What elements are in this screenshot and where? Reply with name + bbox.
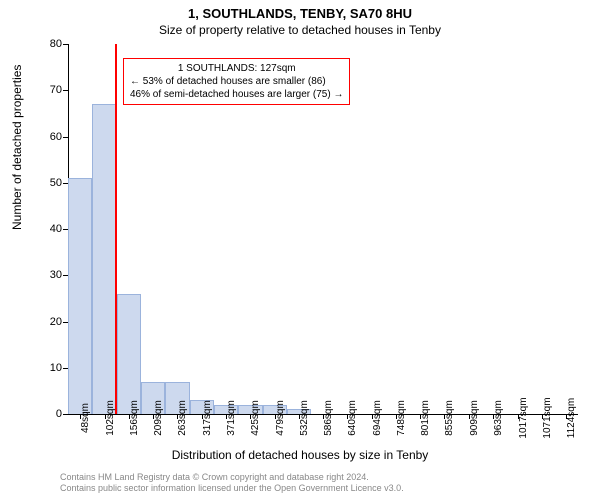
- x-tick-mark: [323, 414, 324, 419]
- x-tick-label: 1017sqm: [518, 397, 529, 438]
- x-tick-mark: [542, 414, 543, 419]
- x-tick-mark: [493, 414, 494, 419]
- histogram-bar: [117, 294, 141, 414]
- histogram-bar: [92, 104, 116, 414]
- y-tick-label: 10: [22, 362, 62, 374]
- x-tick-mark: [444, 414, 445, 419]
- x-tick-mark: [518, 414, 519, 419]
- x-tick-label: 532sqm: [299, 400, 310, 436]
- y-tick-mark: [63, 90, 68, 91]
- y-tick-label: 50: [22, 177, 62, 189]
- x-tick-mark: [177, 414, 178, 419]
- annotation-line3: 46% of semi-detached houses are larger (…: [130, 88, 343, 101]
- y-tick-mark: [63, 137, 68, 138]
- footer-attribution: Contains HM Land Registry data © Crown c…: [60, 472, 404, 494]
- x-tick-label: 909sqm: [469, 400, 480, 436]
- y-tick-label: 70: [22, 84, 62, 96]
- y-tick-label: 0: [22, 408, 62, 420]
- x-tick-mark: [226, 414, 227, 419]
- x-tick-label: 586sqm: [323, 400, 334, 436]
- x-tick-label: 156sqm: [129, 400, 140, 436]
- x-tick-label: 801sqm: [420, 400, 431, 436]
- y-tick-mark: [63, 414, 68, 415]
- x-tick-mark: [80, 414, 81, 419]
- y-tick-mark: [63, 368, 68, 369]
- x-tick-label: 102sqm: [105, 400, 116, 436]
- x-tick-label: 263sqm: [177, 400, 188, 436]
- x-tick-mark: [372, 414, 373, 419]
- marker-line: [115, 44, 117, 414]
- y-tick-label: 60: [22, 131, 62, 143]
- x-tick-label: 209sqm: [153, 400, 164, 436]
- x-tick-label: 479sqm: [275, 400, 286, 436]
- x-tick-label: 694sqm: [372, 400, 383, 436]
- x-tick-label: 425sqm: [250, 400, 261, 436]
- histogram-bar: [68, 178, 92, 414]
- x-tick-mark: [153, 414, 154, 419]
- annotation-box: 1 SOUTHLANDS: 127sqm ← 53% of detached h…: [123, 58, 350, 105]
- x-tick-label: 640sqm: [347, 400, 358, 436]
- y-tick-mark: [63, 322, 68, 323]
- x-tick-mark: [129, 414, 130, 419]
- x-tick-mark: [396, 414, 397, 419]
- x-tick-mark: [275, 414, 276, 419]
- x-tick-label: 48sqm: [80, 403, 91, 433]
- footer-line1: Contains HM Land Registry data © Crown c…: [60, 472, 404, 483]
- chart-title: 1, SOUTHLANDS, TENBY, SA70 8HU: [0, 0, 600, 21]
- x-tick-mark: [347, 414, 348, 419]
- chart-area: 1 SOUTHLANDS: 127sqm ← 53% of detached h…: [68, 44, 578, 414]
- y-tick-label: 80: [22, 38, 62, 50]
- x-tick-mark: [420, 414, 421, 419]
- x-tick-label: 371sqm: [226, 400, 237, 436]
- annotation-line2: ← 53% of detached houses are smaller (86…: [130, 75, 343, 88]
- y-tick-mark: [63, 229, 68, 230]
- y-tick-label: 20: [22, 316, 62, 328]
- x-tick-label: 317sqm: [202, 400, 213, 436]
- y-tick-mark: [63, 275, 68, 276]
- x-tick-mark: [469, 414, 470, 419]
- x-tick-mark: [566, 414, 567, 419]
- x-tick-label: 1071sqm: [542, 397, 553, 438]
- x-tick-label: 748sqm: [396, 400, 407, 436]
- footer-line2: Contains public sector information licen…: [60, 483, 404, 494]
- y-tick-mark: [63, 44, 68, 45]
- chart-subtitle: Size of property relative to detached ho…: [0, 21, 600, 37]
- y-tick-label: 40: [22, 223, 62, 235]
- x-tick-label: 855sqm: [444, 400, 455, 436]
- annotation-line1: 1 SOUTHLANDS: 127sqm: [130, 62, 343, 75]
- x-tick-mark: [250, 414, 251, 419]
- x-tick-mark: [202, 414, 203, 419]
- y-tick-mark: [63, 183, 68, 184]
- x-axis-label: Distribution of detached houses by size …: [0, 448, 600, 462]
- x-tick-mark: [105, 414, 106, 419]
- y-tick-label: 30: [22, 269, 62, 281]
- x-tick-label: 1124sqm: [566, 398, 577, 438]
- x-tick-mark: [299, 414, 300, 419]
- x-tick-label: 963sqm: [493, 400, 504, 436]
